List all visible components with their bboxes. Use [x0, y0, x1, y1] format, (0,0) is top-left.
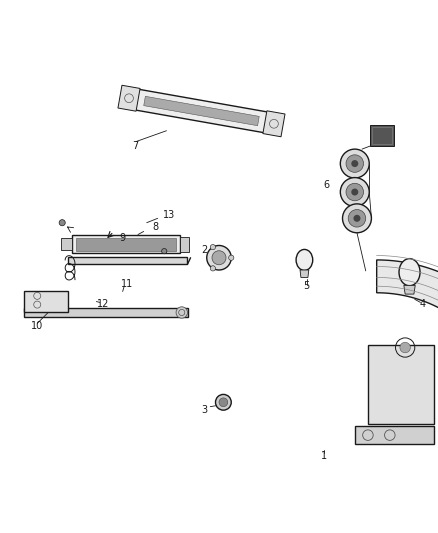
Polygon shape: [180, 237, 189, 252]
Text: 10: 10: [31, 321, 43, 330]
Circle shape: [343, 204, 371, 233]
Polygon shape: [72, 235, 180, 253]
Text: 7: 7: [133, 141, 139, 151]
Circle shape: [340, 177, 369, 206]
Text: 2: 2: [201, 245, 208, 255]
Text: 9: 9: [120, 233, 126, 243]
Circle shape: [210, 266, 215, 271]
Circle shape: [212, 251, 226, 265]
Circle shape: [340, 149, 369, 178]
Polygon shape: [24, 308, 188, 317]
Polygon shape: [135, 89, 268, 133]
Polygon shape: [118, 85, 140, 111]
Text: 6: 6: [323, 181, 329, 190]
Circle shape: [210, 245, 215, 250]
Text: 11: 11: [121, 279, 133, 289]
Ellipse shape: [296, 249, 313, 270]
Polygon shape: [263, 111, 285, 137]
Polygon shape: [377, 260, 438, 417]
Polygon shape: [370, 125, 394, 146]
Circle shape: [353, 215, 360, 222]
Circle shape: [348, 209, 366, 227]
Polygon shape: [355, 426, 434, 444]
Polygon shape: [368, 345, 434, 424]
Circle shape: [400, 342, 410, 353]
Text: 13: 13: [162, 210, 175, 220]
Text: 5: 5: [304, 281, 310, 291]
Text: 4: 4: [420, 298, 426, 309]
Circle shape: [162, 248, 167, 254]
Circle shape: [219, 398, 228, 407]
Polygon shape: [76, 238, 176, 251]
Circle shape: [229, 255, 234, 260]
Ellipse shape: [399, 259, 420, 286]
Circle shape: [59, 220, 65, 226]
Text: 8: 8: [152, 222, 159, 232]
Text: 1: 1: [321, 451, 327, 461]
Polygon shape: [24, 290, 68, 312]
Circle shape: [346, 155, 364, 172]
Circle shape: [176, 307, 187, 318]
Text: 3: 3: [201, 405, 208, 415]
Circle shape: [207, 246, 231, 270]
Text: 12: 12: [97, 298, 109, 309]
Circle shape: [346, 183, 364, 201]
Polygon shape: [68, 257, 187, 264]
Polygon shape: [144, 96, 259, 126]
Circle shape: [351, 189, 358, 196]
Polygon shape: [61, 238, 72, 250]
Polygon shape: [404, 285, 415, 294]
Polygon shape: [300, 270, 309, 278]
Circle shape: [351, 160, 358, 167]
Circle shape: [215, 394, 231, 410]
